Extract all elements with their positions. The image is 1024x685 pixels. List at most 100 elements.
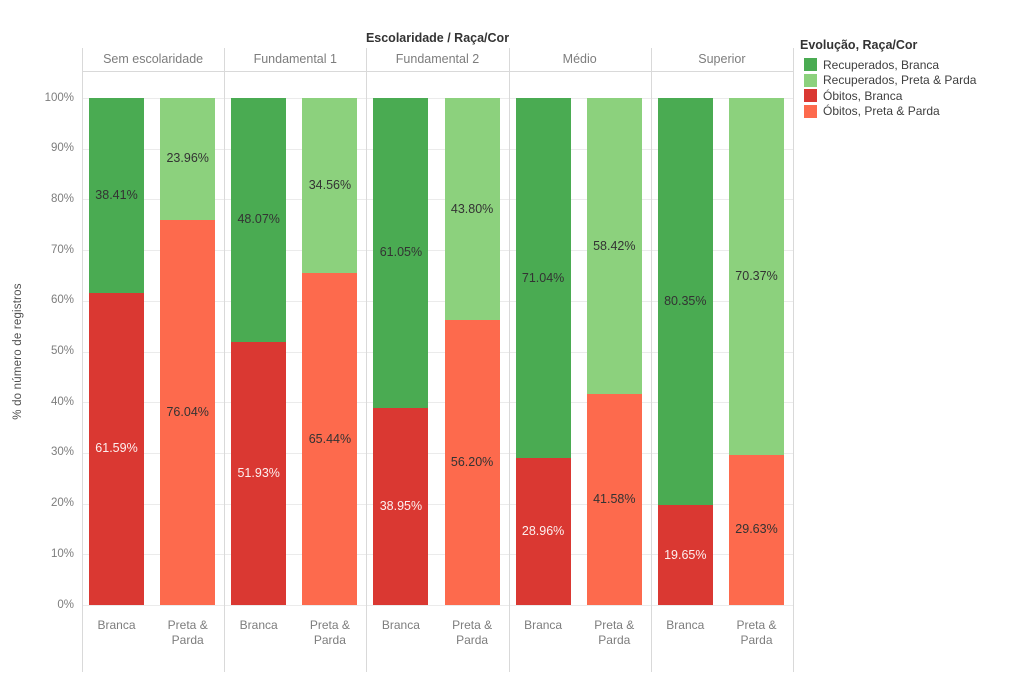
bar-segment[interactable]	[89, 292, 144, 605]
column-header: Fundamental 2	[395, 52, 480, 66]
legend-swatch-icon	[804, 58, 817, 72]
column-header: Superior	[698, 52, 746, 66]
bar-value-label: 28.96%	[521, 524, 565, 539]
gridline	[82, 605, 793, 606]
y-tick-label: 60%	[50, 294, 74, 307]
gridline	[82, 300, 793, 302]
y-tick-label: 0%	[57, 598, 74, 611]
x-axis-label: Branca	[666, 618, 705, 632]
x-axis-label: Preta & Parda	[309, 618, 350, 647]
group-divider	[366, 48, 368, 672]
plot-area: Sem escolaridade 38.41% 61.59% Branca 23.96%…	[82, 0, 794, 685]
bar-segment[interactable]	[231, 98, 287, 342]
gridline	[82, 554, 793, 556]
bar-value-label: 70.37%	[735, 268, 778, 283]
plot-left-border	[82, 48, 83, 672]
bar-value-label: 56.20%	[450, 455, 494, 469]
gridline	[82, 351, 793, 353]
bar-segment[interactable]	[657, 505, 713, 605]
gridline	[82, 98, 793, 99]
x-axis-label: Branca	[524, 618, 563, 632]
legend-item[interactable]: Recuperados, Branca	[800, 57, 1020, 73]
bar-segment[interactable]	[657, 98, 713, 506]
bar-value-label: 23.96%	[166, 151, 209, 166]
x-axis-label: Preta & Parda	[167, 618, 208, 647]
x-axis-label: Preta & Parda	[736, 618, 777, 647]
legend-item-label: Óbitos, Preta & Parda	[823, 104, 940, 119]
column-header: Fundamental 1	[253, 52, 337, 66]
group-divider	[224, 48, 226, 672]
legend-items: Recuperados, Branca Recuperados, Preta & …	[800, 57, 1020, 119]
y-tick-label: 70%	[50, 243, 74, 256]
bar-value-label: 65.44%	[308, 431, 352, 446]
y-tick-label: 90%	[50, 142, 74, 155]
bar-segment[interactable]	[302, 98, 358, 274]
y-tick-label: 40%	[50, 395, 74, 408]
group-divider	[508, 48, 510, 672]
bar-segment[interactable]	[515, 98, 571, 459]
legend-item-label: Óbitos, Branca	[823, 88, 903, 103]
bar-segment[interactable]	[160, 219, 216, 605]
bar-value-label: 58.42%	[593, 238, 636, 253]
gridline	[82, 148, 793, 150]
bar-value-label: 29.63%	[735, 522, 778, 537]
bar-segment[interactable]	[231, 341, 287, 605]
y-tick-label: 10%	[50, 547, 74, 560]
column-header: Sem escolaridade	[103, 52, 204, 66]
legend-swatch-icon	[804, 104, 817, 118]
column-header: Médio	[562, 52, 597, 66]
legend-item[interactable]: Óbitos, Preta & Parda	[800, 104, 1020, 120]
bar-value-label: 61.59%	[95, 441, 138, 456]
bar-segment[interactable]	[373, 407, 429, 605]
legend-item[interactable]: Recuperados, Preta & Parda	[800, 73, 1020, 89]
bar-segment[interactable]	[160, 98, 216, 220]
y-tick-label: 50%	[50, 345, 74, 357]
bar-value-label: 61.05%	[379, 245, 423, 260]
bar-value-label: 71.04%	[521, 270, 565, 285]
legend-swatch-icon	[804, 73, 817, 87]
x-axis-label: Branca	[97, 618, 136, 632]
gridline	[82, 503, 793, 505]
gridline	[82, 452, 793, 454]
y-axis: 100% 90% 80% 70% 60% 50% 40% 30% 20% 10% 0%	[26, 0, 76, 685]
header-separator	[82, 71, 793, 72]
bar-value-label: 76.04%	[166, 404, 209, 419]
bar-value-label: 43.80%	[450, 201, 494, 216]
bar-value-label: 41.58%	[593, 492, 636, 507]
legend-item-label: Recuperados, Preta & Parda	[823, 73, 977, 88]
bar-segment[interactable]	[89, 98, 144, 293]
bar-value-label: 80.35%	[664, 294, 707, 309]
legend-swatch-icon	[804, 89, 817, 103]
bar-segment[interactable]	[373, 98, 429, 408]
y-tick-label: 20%	[50, 497, 74, 510]
bar-value-label: 48.07%	[237, 212, 280, 227]
legend-item[interactable]: Óbitos, Branca	[800, 88, 1020, 104]
bar-value-label: 51.93%	[237, 465, 280, 480]
bar-segment[interactable]	[586, 394, 642, 605]
bar-segment[interactable]	[444, 98, 500, 321]
x-axis-label: Preta & Parda	[594, 618, 635, 647]
bar-segment[interactable]	[444, 320, 500, 605]
x-axis-label: Preta & Parda	[452, 618, 493, 647]
bar-segment[interactable]	[515, 458, 571, 605]
bar-segment[interactable]	[729, 454, 784, 605]
bar-value-label: 19.65%	[664, 547, 707, 562]
chart-title: Escolaridade / Raça/Cor	[365, 31, 510, 45]
gridline	[82, 199, 793, 201]
legend-item-label: Recuperados, Branca	[823, 57, 940, 72]
gridline	[82, 402, 793, 404]
plot-right-border	[793, 48, 794, 672]
bar-value-label: 34.56%	[308, 178, 352, 193]
group-divider	[650, 48, 652, 672]
bar-segment[interactable]	[302, 273, 358, 605]
bar-value-label: 38.41%	[95, 187, 138, 202]
gridline	[82, 250, 793, 252]
bar-segment[interactable]	[586, 98, 642, 395]
bar-segment[interactable]	[729, 98, 784, 455]
y-tick-label: 30%	[50, 446, 74, 459]
x-axis-label: Branca	[239, 618, 278, 632]
legend-title: Evolução, Raça/Cor	[800, 38, 918, 52]
y-tick-label: 100%	[44, 91, 74, 104]
y-tick-label: 80%	[50, 192, 74, 205]
